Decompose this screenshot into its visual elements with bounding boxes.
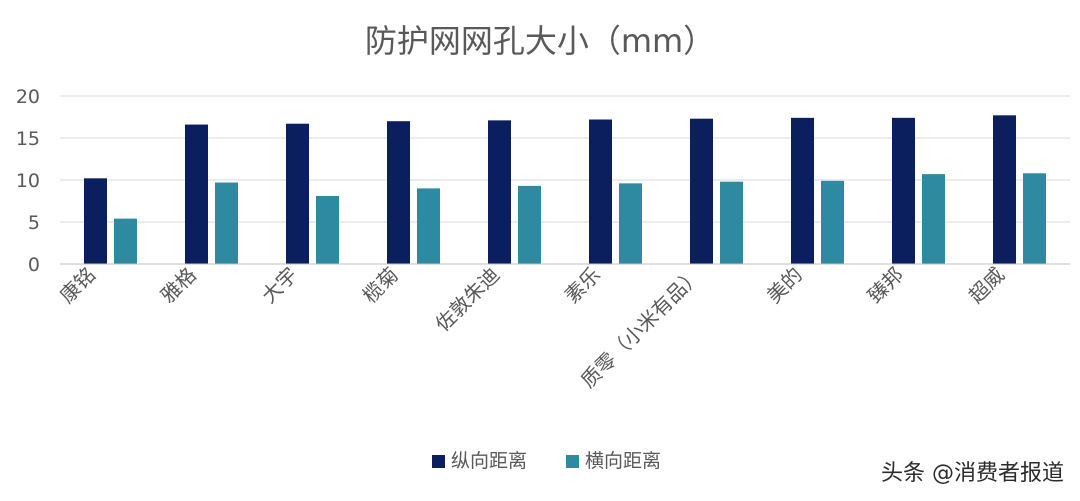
y-tick-label: 5 — [28, 212, 40, 234]
legend: 纵向距离 横向距离 — [432, 450, 661, 472]
bar-vertical — [84, 178, 107, 264]
bar-horizontal — [316, 195, 339, 264]
bar-horizontal — [215, 182, 238, 264]
legend-swatch — [432, 455, 445, 468]
legend-label: 横向距离 — [585, 450, 661, 472]
bar-horizontal — [417, 188, 440, 264]
bar-vertical — [892, 117, 915, 264]
bar-vertical — [791, 117, 814, 264]
watermark: 头条 @消费者报道 — [881, 461, 1064, 486]
bar-horizontal — [1023, 173, 1046, 264]
y-tick-label: 10 — [16, 170, 40, 192]
legend-label: 纵向距离 — [451, 450, 527, 472]
bar-vertical — [589, 119, 612, 265]
bar-horizontal — [114, 218, 137, 264]
x-tick-label: 臻邦 — [863, 263, 908, 308]
y-tick-label: 0 — [28, 254, 40, 276]
y-axis: 0 5 10 15 20 — [16, 86, 40, 276]
bar-vertical — [387, 121, 410, 264]
bar-horizontal — [619, 183, 642, 264]
x-tick-label: 美的 — [762, 263, 807, 308]
x-tick-label: 大宇 — [257, 263, 302, 308]
x-tick-label: 雅格 — [156, 263, 201, 308]
bar-horizontal — [720, 181, 743, 264]
gridlines — [60, 95, 1070, 265]
x-tick-label: 佐敦朱迪 — [430, 263, 504, 337]
bars — [84, 115, 1046, 265]
legend-swatch — [566, 455, 579, 468]
x-tick-label: 康铭 — [55, 263, 100, 308]
x-tick-label: 素乐 — [560, 263, 605, 308]
bar-vertical — [993, 115, 1016, 264]
bar-vertical — [488, 120, 511, 264]
bar-horizontal — [821, 180, 844, 264]
bar-vertical — [286, 123, 309, 264]
bar-horizontal — [518, 185, 541, 264]
chart-title: 防护网网孔大小（mm） — [365, 22, 715, 60]
x-tick-label: 超威 — [964, 263, 1009, 308]
y-tick-label: 20 — [16, 86, 40, 108]
x-tick-label: 榄菊 — [358, 263, 403, 308]
bar-horizontal — [922, 174, 945, 264]
y-tick-label: 15 — [16, 128, 40, 150]
bar-vertical — [690, 118, 713, 265]
bar-vertical — [185, 124, 208, 264]
